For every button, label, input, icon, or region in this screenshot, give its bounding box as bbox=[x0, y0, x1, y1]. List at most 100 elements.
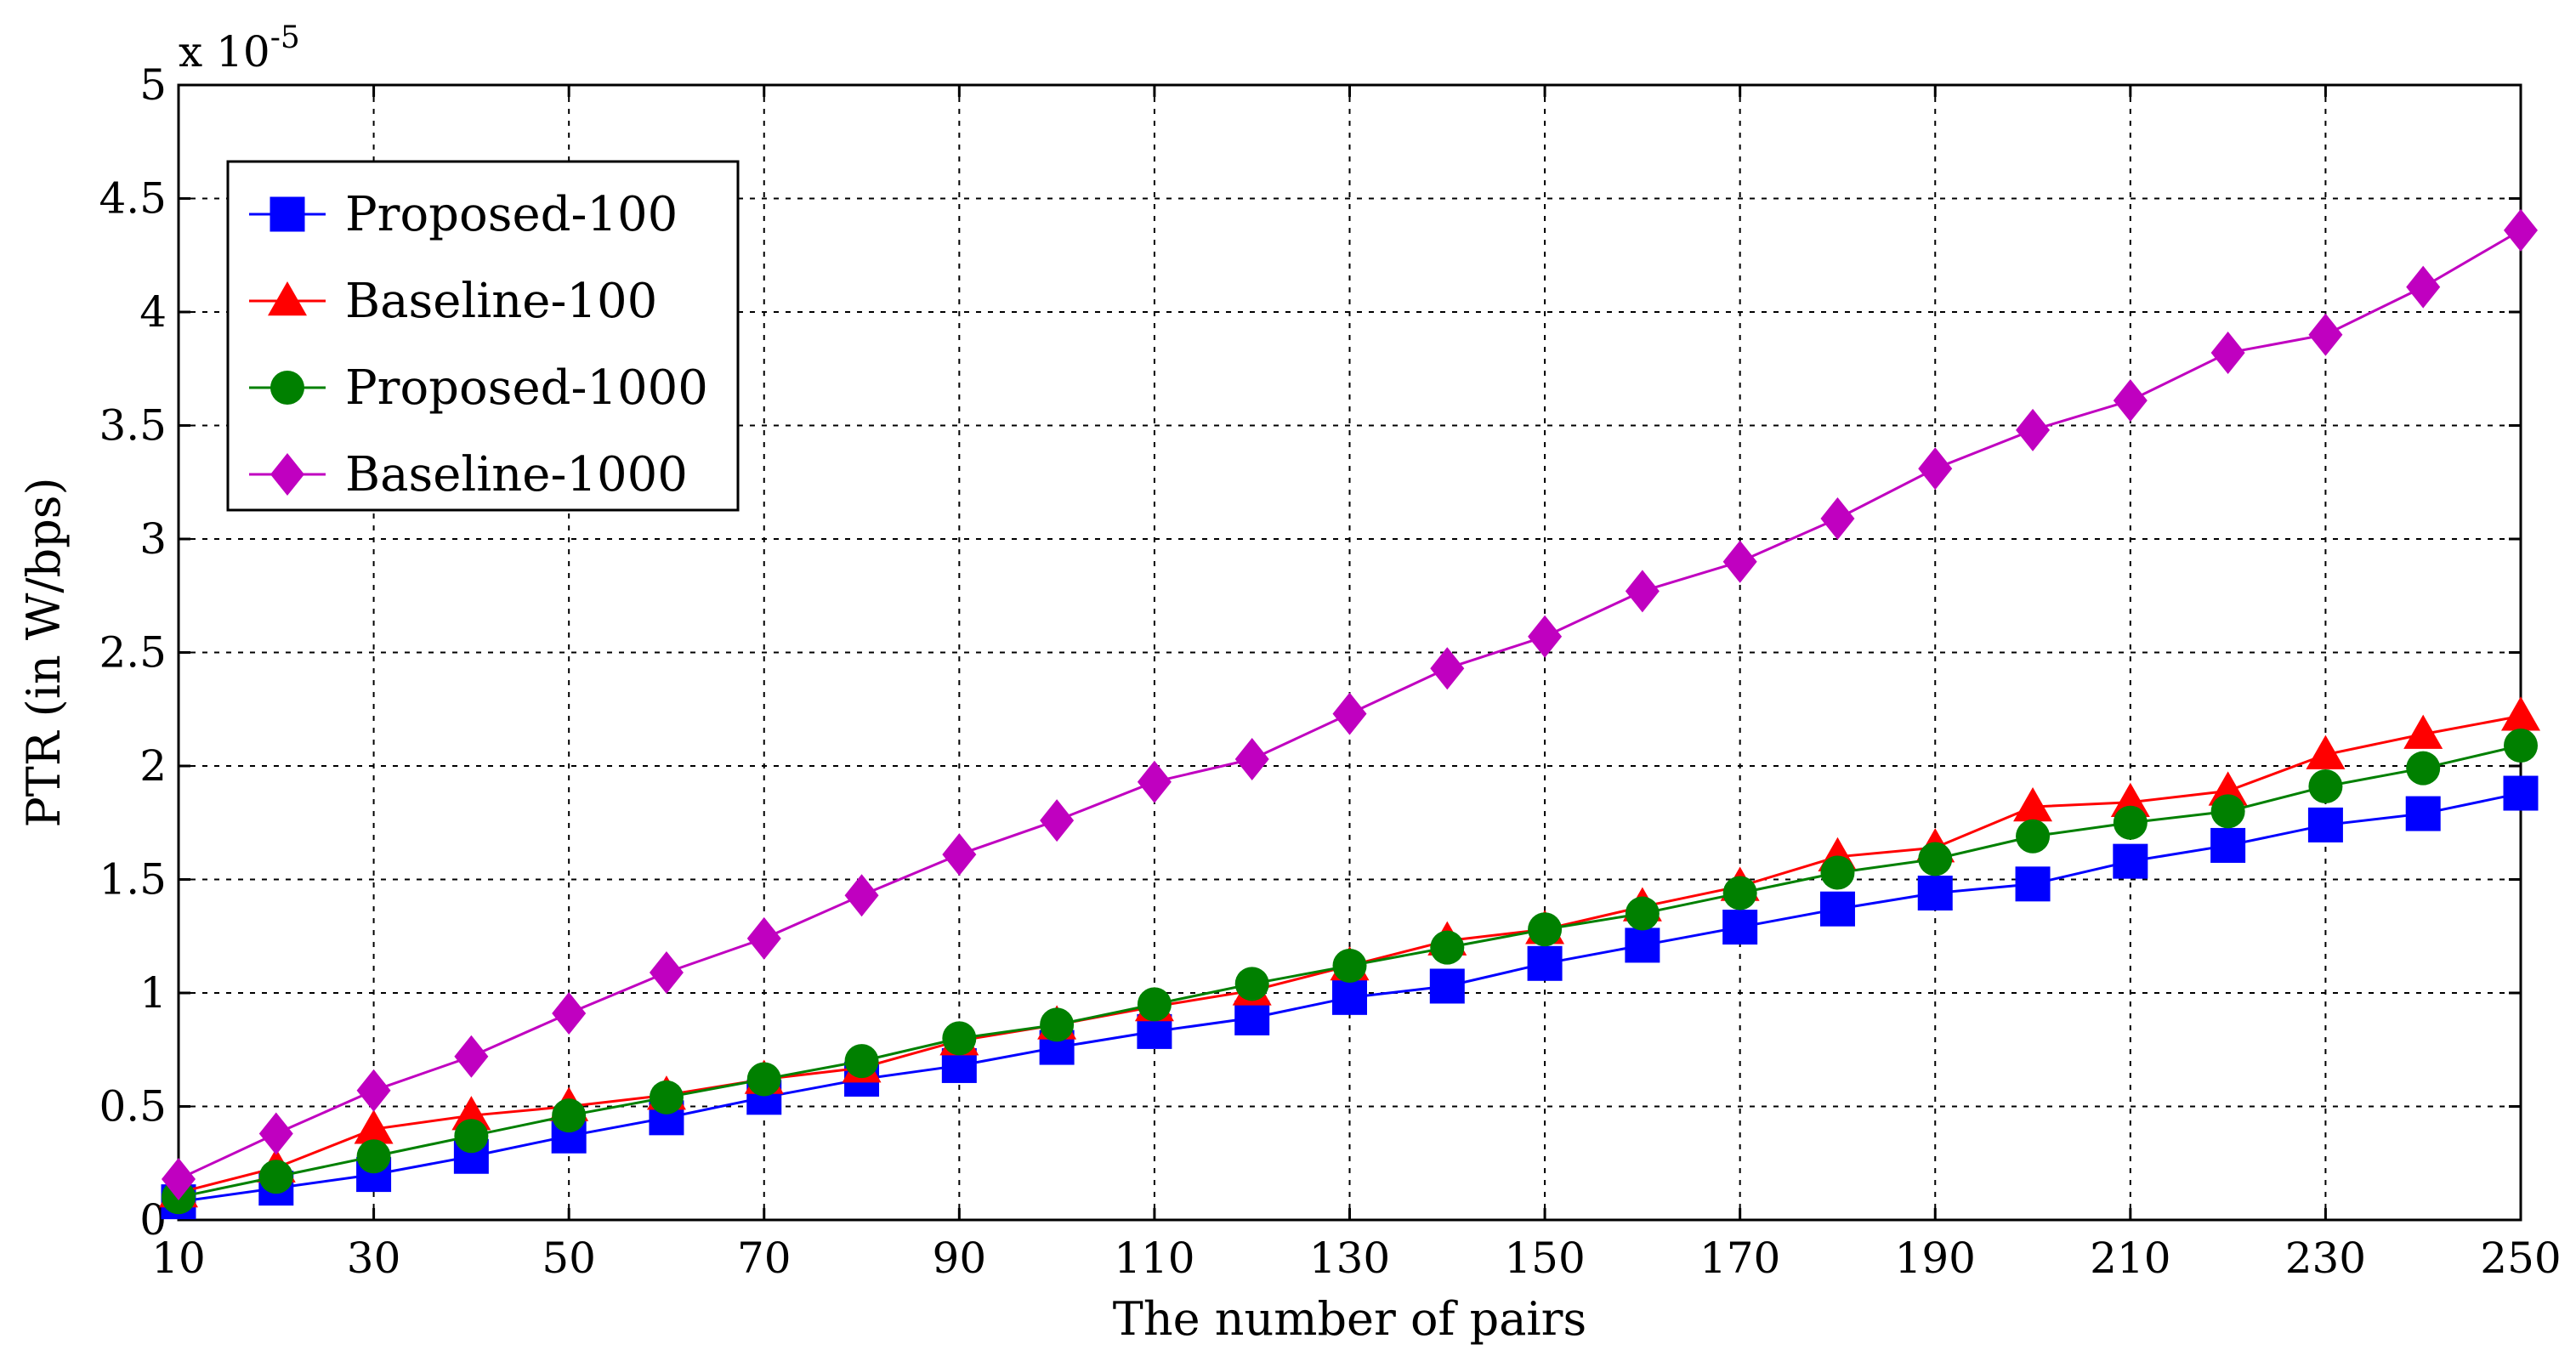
data-point-proposed-1000 bbox=[2308, 769, 2343, 804]
data-point-proposed-1000 bbox=[2210, 794, 2245, 829]
y-tick-label: 2 bbox=[139, 741, 167, 791]
data-point-proposed-1000 bbox=[356, 1139, 391, 1174]
legend-marker bbox=[270, 196, 305, 232]
data-point-baseline-1000 bbox=[552, 992, 587, 1035]
legend-item: Baseline-1000 bbox=[249, 447, 688, 502]
data-point-baseline-1000 bbox=[2308, 313, 2343, 356]
data-point-baseline-100 bbox=[2501, 696, 2540, 731]
data-point-proposed-1000 bbox=[454, 1119, 489, 1154]
y-tick-label: 5 bbox=[139, 60, 167, 110]
x-tick-label: 250 bbox=[2480, 1234, 2561, 1283]
data-point-baseline-1000 bbox=[1528, 615, 1563, 658]
data-point-proposed-1000 bbox=[1722, 876, 1757, 910]
data-point-baseline-100 bbox=[2013, 787, 2053, 822]
x-tick-label: 50 bbox=[542, 1234, 596, 1283]
data-point-proposed-1000 bbox=[1918, 842, 1953, 876]
series-baseline-1000 bbox=[162, 208, 2538, 1200]
data-point-proposed-100 bbox=[2307, 807, 2343, 842]
legend-label: Baseline-100 bbox=[345, 274, 657, 329]
data-point-proposed-1000 bbox=[1820, 855, 1855, 890]
data-point-baseline-1000 bbox=[1234, 737, 1269, 780]
legend-item: Proposed-100 bbox=[249, 187, 678, 242]
y-tick-label: 1.5 bbox=[99, 855, 167, 905]
data-point-baseline-1000 bbox=[1820, 496, 1855, 540]
data-point-proposed-1000 bbox=[2113, 805, 2148, 840]
y-tick-label: 1 bbox=[139, 968, 167, 1018]
y-tick-label: 3 bbox=[139, 514, 167, 564]
series-group bbox=[159, 208, 2540, 1220]
data-point-proposed-100 bbox=[1625, 927, 1660, 963]
data-point-baseline-1000 bbox=[258, 1112, 293, 1155]
y-tick-label: 2.5 bbox=[99, 628, 167, 678]
data-point-baseline-1000 bbox=[1040, 799, 1075, 842]
data-point-baseline-1000 bbox=[2113, 379, 2148, 423]
x-tick-label: 90 bbox=[933, 1234, 987, 1283]
data-point-proposed-100 bbox=[1819, 891, 1855, 927]
x-tick-label: 150 bbox=[1504, 1234, 1585, 1283]
x-tick-label: 190 bbox=[1895, 1234, 1976, 1283]
data-point-proposed-1000 bbox=[2406, 751, 2441, 786]
data-point-proposed-1000 bbox=[2016, 819, 2051, 854]
data-point-baseline-1000 bbox=[162, 1157, 196, 1200]
y-multiplier-exponent: -5 bbox=[270, 20, 300, 55]
data-point-proposed-1000 bbox=[1625, 896, 1660, 931]
data-point-proposed-1000 bbox=[1528, 912, 1563, 947]
data-point-proposed-1000 bbox=[649, 1080, 684, 1115]
y-tick-label: 4 bbox=[139, 287, 167, 337]
legend-box bbox=[226, 160, 740, 512]
data-point-baseline-1000 bbox=[1722, 540, 1757, 583]
x-tick-label: 130 bbox=[1309, 1234, 1390, 1283]
data-point-baseline-1000 bbox=[454, 1035, 489, 1078]
data-point-proposed-1000 bbox=[2504, 728, 2538, 763]
data-point-baseline-1000 bbox=[2016, 408, 2051, 451]
data-point-baseline-1000 bbox=[942, 833, 977, 876]
data-point-proposed-1000 bbox=[552, 1098, 587, 1133]
y-multiplier-base: x 10 bbox=[179, 27, 270, 77]
data-point-proposed-100 bbox=[1917, 876, 1953, 911]
x-tick-label: 210 bbox=[2090, 1234, 2170, 1283]
x-tick-label: 170 bbox=[1699, 1234, 1780, 1283]
data-point-baseline-1000 bbox=[1918, 447, 1953, 491]
legend: Proposed-100 Baseline-100 Proposed-1000 Bas… bbox=[226, 160, 740, 512]
data-point-baseline-100 bbox=[2208, 771, 2248, 806]
data-point-proposed-1000 bbox=[1234, 967, 1269, 1001]
data-point-baseline-1000 bbox=[1430, 647, 1465, 690]
data-point-proposed-1000 bbox=[844, 1044, 879, 1079]
x-tick-label: 10 bbox=[151, 1234, 206, 1283]
data-point-baseline-1000 bbox=[2210, 332, 2245, 375]
data-point-baseline-1000 bbox=[649, 950, 684, 994]
data-point-proposed-1000 bbox=[1137, 987, 1172, 1022]
data-point-baseline-1000 bbox=[1332, 692, 1367, 735]
legend-marker bbox=[270, 453, 304, 496]
data-point-proposed-100 bbox=[1527, 945, 1563, 981]
data-point-proposed-100 bbox=[2015, 866, 2051, 902]
y-tick-label: 3.5 bbox=[99, 401, 167, 451]
data-point-proposed-100 bbox=[2113, 843, 2148, 879]
data-point-baseline-1000 bbox=[1137, 760, 1172, 803]
data-point-proposed-1000 bbox=[1040, 1007, 1075, 1042]
legend-item: Baseline-100 bbox=[249, 274, 657, 329]
data-point-baseline-1000 bbox=[1625, 570, 1660, 613]
x-tick-label: 70 bbox=[737, 1234, 792, 1283]
data-point-proposed-1000 bbox=[942, 1021, 977, 1056]
data-point-proposed-100 bbox=[1332, 979, 1367, 1015]
y-tick-label: 0.5 bbox=[99, 1082, 167, 1132]
data-point-baseline-1000 bbox=[2406, 265, 2441, 309]
data-point-baseline-100 bbox=[354, 1109, 394, 1144]
data-point-proposed-100 bbox=[2405, 796, 2441, 831]
data-point-proposed-1000 bbox=[1430, 930, 1465, 965]
legend-label: Proposed-100 bbox=[345, 187, 678, 242]
legend-label: Baseline-1000 bbox=[345, 447, 688, 502]
y-tick-label: 4.5 bbox=[99, 174, 167, 224]
legend-label: Proposed-1000 bbox=[345, 360, 708, 416]
x-tick-label: 230 bbox=[2285, 1234, 2366, 1283]
data-point-baseline-100 bbox=[2403, 714, 2443, 749]
legend-item: Proposed-1000 bbox=[249, 360, 708, 416]
data-point-baseline-100 bbox=[451, 1096, 491, 1131]
data-point-proposed-100 bbox=[2503, 775, 2539, 811]
data-point-proposed-100 bbox=[2210, 827, 2246, 863]
data-point-proposed-100 bbox=[1234, 1000, 1270, 1035]
y-axis-title: PTR (in W/bps) bbox=[17, 477, 71, 827]
x-tick-label: 110 bbox=[1114, 1234, 1194, 1283]
